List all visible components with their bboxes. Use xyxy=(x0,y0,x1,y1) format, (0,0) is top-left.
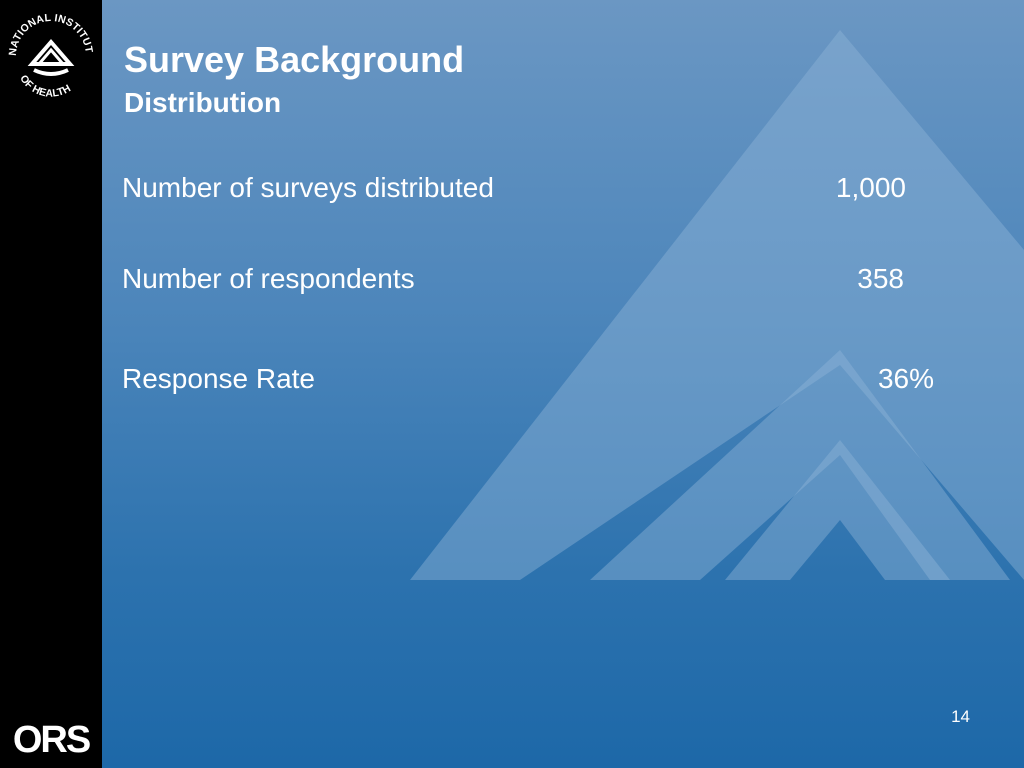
nih-logo-icon: NATIONAL INSTITUTES OF HEALTH xyxy=(6,8,95,100)
nih-logo-line2: OF HEALTH xyxy=(17,73,73,100)
svg-text:OF HEALTH: OF HEALTH xyxy=(17,73,73,100)
row-label-surveys-distributed: Number of surveys distributed xyxy=(122,172,494,203)
sidebar: NATIONAL INSTITUTES OF HEALTH ORS xyxy=(0,0,102,768)
slide-number: 14 xyxy=(951,707,970,726)
row-label-respondents: Number of respondents xyxy=(122,263,415,294)
slide-title: Survey Background xyxy=(124,39,465,80)
ors-logo-text: ORS xyxy=(13,719,90,758)
row-label-response-rate: Response Rate xyxy=(122,363,316,394)
row-value-response-rate: 36% xyxy=(877,363,934,394)
ors-logo-icon: ORS xyxy=(13,719,92,758)
slide-subtitle: Distribution xyxy=(124,87,282,118)
row-value-respondents: 358 xyxy=(857,263,904,294)
row-value-surveys-distributed: 1,000 xyxy=(835,172,906,203)
